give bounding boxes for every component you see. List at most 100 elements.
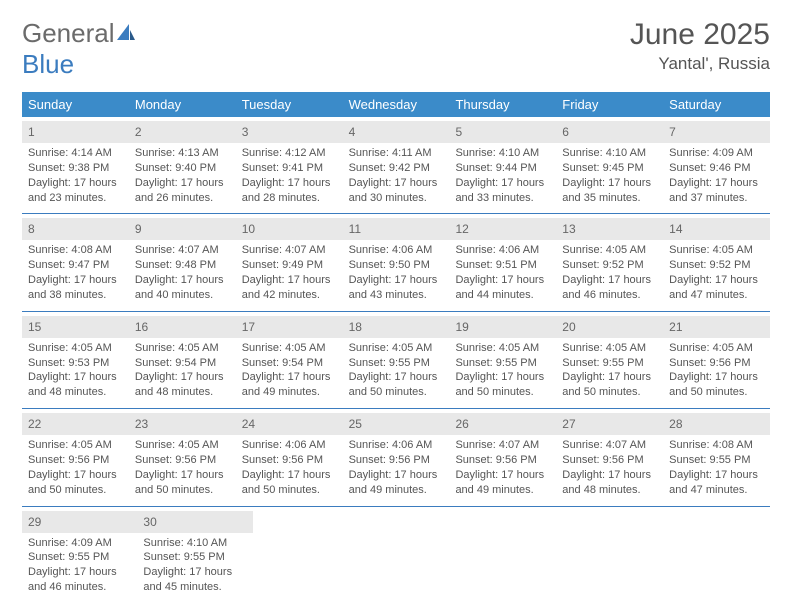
day-cell: 9Sunrise: 4:07 AMSunset: 9:48 PMDaylight… (129, 214, 236, 310)
title-block: June 2025 Yantal', Russia (630, 18, 770, 74)
day-number: 24 (242, 417, 255, 431)
sunset-text: Sunset: 9:52 PM (669, 258, 764, 273)
day-number: 16 (135, 320, 148, 334)
sunset-text: Sunset: 9:51 PM (455, 258, 550, 273)
day-header-row: SundayMondayTuesdayWednesdayThursdayFrid… (22, 92, 770, 117)
daylight-text: Daylight: 17 hours (455, 273, 550, 288)
sunrise-text: Sunrise: 4:09 AM (669, 146, 764, 161)
daylight-text: and 50 minutes. (349, 385, 444, 400)
sunrise-text: Sunrise: 4:05 AM (669, 341, 764, 356)
daylight-text: Daylight: 17 hours (562, 273, 657, 288)
daylight-text: Daylight: 17 hours (28, 565, 131, 580)
sunrise-text: Sunrise: 4:13 AM (135, 146, 230, 161)
calendar: SundayMondayTuesdayWednesdayThursdayFrid… (22, 92, 770, 603)
sunset-text: Sunset: 9:56 PM (349, 453, 444, 468)
sunset-text: Sunset: 9:48 PM (135, 258, 230, 273)
daylight-text: Daylight: 17 hours (562, 370, 657, 385)
daylight-text: and 42 minutes. (242, 288, 337, 303)
daylight-text: and 40 minutes. (135, 288, 230, 303)
day-number: 22 (28, 417, 41, 431)
day-cell: 24Sunrise: 4:06 AMSunset: 9:56 PMDayligh… (236, 409, 343, 505)
sunset-text: Sunset: 9:54 PM (242, 356, 337, 371)
day-cell: 21Sunrise: 4:05 AMSunset: 9:56 PMDayligh… (663, 312, 770, 408)
day-number: 2 (135, 125, 142, 139)
daynum-row: 13 (556, 218, 663, 240)
day-number: 5 (455, 125, 462, 139)
day-number: 6 (562, 125, 569, 139)
daylight-text: Daylight: 17 hours (669, 273, 764, 288)
day-cell: 12Sunrise: 4:06 AMSunset: 9:51 PMDayligh… (449, 214, 556, 310)
sunrise-text: Sunrise: 4:06 AM (455, 243, 550, 258)
daynum-row: 18 (343, 316, 450, 338)
day-cell: 3Sunrise: 4:12 AMSunset: 9:41 PMDaylight… (236, 117, 343, 213)
daylight-text: and 49 minutes. (242, 385, 337, 400)
day-cell: 13Sunrise: 4:05 AMSunset: 9:52 PMDayligh… (556, 214, 663, 310)
weeks-container: 1Sunrise: 4:14 AMSunset: 9:38 PMDaylight… (22, 117, 770, 603)
sunrise-text: Sunrise: 4:05 AM (562, 341, 657, 356)
daylight-text: and 47 minutes. (669, 288, 764, 303)
daynum-row: 17 (236, 316, 343, 338)
sunset-text: Sunset: 9:56 PM (135, 453, 230, 468)
sunset-text: Sunset: 9:56 PM (28, 453, 123, 468)
sunset-text: Sunset: 9:46 PM (669, 161, 764, 176)
daylight-text: Daylight: 17 hours (562, 468, 657, 483)
sunrise-text: Sunrise: 4:06 AM (349, 438, 444, 453)
logo-sail-icon (115, 22, 137, 42)
daylight-text: Daylight: 17 hours (242, 176, 337, 191)
day-cell: 19Sunrise: 4:05 AMSunset: 9:55 PMDayligh… (449, 312, 556, 408)
daylight-text: and 49 minutes. (349, 483, 444, 498)
daynum-row: 19 (449, 316, 556, 338)
sunrise-text: Sunrise: 4:05 AM (349, 341, 444, 356)
day-cell: 22Sunrise: 4:05 AMSunset: 9:56 PMDayligh… (22, 409, 129, 505)
day-number: 19 (455, 320, 468, 334)
location-label: Yantal', Russia (630, 54, 770, 74)
sunrise-text: Sunrise: 4:05 AM (562, 243, 657, 258)
day-number: 29 (28, 515, 41, 529)
daylight-text: Daylight: 17 hours (349, 273, 444, 288)
daynum-row: 2 (129, 121, 236, 143)
sunset-text: Sunset: 9:56 PM (669, 356, 764, 371)
daynum-row: 3 (236, 121, 343, 143)
daylight-text: and 26 minutes. (135, 191, 230, 206)
daylight-text: Daylight: 17 hours (135, 468, 230, 483)
daylight-text: and 45 minutes. (143, 580, 246, 595)
page-title: June 2025 (630, 18, 770, 52)
daylight-text: and 44 minutes. (455, 288, 550, 303)
daylight-text: Daylight: 17 hours (562, 176, 657, 191)
daylight-text: and 50 minutes. (28, 483, 123, 498)
sunrise-text: Sunrise: 4:10 AM (562, 146, 657, 161)
daylight-text: Daylight: 17 hours (242, 273, 337, 288)
daynum-row: 5 (449, 121, 556, 143)
daylight-text: Daylight: 17 hours (135, 176, 230, 191)
daylight-text: and 43 minutes. (349, 288, 444, 303)
sunrise-text: Sunrise: 4:07 AM (562, 438, 657, 453)
sunrise-text: Sunrise: 4:08 AM (28, 243, 123, 258)
sunset-text: Sunset: 9:56 PM (242, 453, 337, 468)
day-cell: 16Sunrise: 4:05 AMSunset: 9:54 PMDayligh… (129, 312, 236, 408)
daylight-text: Daylight: 17 hours (455, 468, 550, 483)
sunset-text: Sunset: 9:50 PM (349, 258, 444, 273)
day-cell: 7Sunrise: 4:09 AMSunset: 9:46 PMDaylight… (663, 117, 770, 213)
day-header: Saturday (663, 92, 770, 117)
daynum-row: 11 (343, 218, 450, 240)
day-number: 27 (562, 417, 575, 431)
daylight-text: Daylight: 17 hours (242, 468, 337, 483)
week-row: 8Sunrise: 4:08 AMSunset: 9:47 PMDaylight… (22, 214, 770, 311)
week-row: 15Sunrise: 4:05 AMSunset: 9:53 PMDayligh… (22, 312, 770, 409)
day-cell: 6Sunrise: 4:10 AMSunset: 9:45 PMDaylight… (556, 117, 663, 213)
sunset-text: Sunset: 9:41 PM (242, 161, 337, 176)
daynum-row: 30 (137, 511, 252, 533)
daynum-row: 15 (22, 316, 129, 338)
day-number: 14 (669, 222, 682, 236)
sunrise-text: Sunrise: 4:10 AM (455, 146, 550, 161)
logo-text: General Blue (22, 18, 137, 80)
sunset-text: Sunset: 9:54 PM (135, 356, 230, 371)
daynum-row: 20 (556, 316, 663, 338)
sunrise-text: Sunrise: 4:14 AM (28, 146, 123, 161)
day-cell: 27Sunrise: 4:07 AMSunset: 9:56 PMDayligh… (556, 409, 663, 505)
daynum-row: 23 (129, 413, 236, 435)
sunrise-text: Sunrise: 4:05 AM (28, 438, 123, 453)
daylight-text: Daylight: 17 hours (349, 370, 444, 385)
daynum-row: 1 (22, 121, 129, 143)
week-row: 22Sunrise: 4:05 AMSunset: 9:56 PMDayligh… (22, 409, 770, 506)
